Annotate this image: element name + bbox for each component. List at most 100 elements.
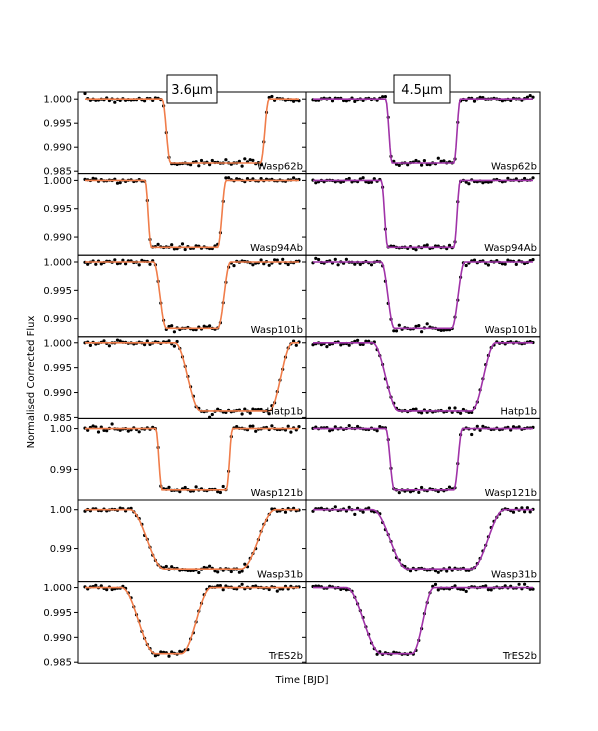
panel-TrES2b-left: 1.000 0.995 0.990 0.985 TrES2b — [43, 581, 307, 669]
model-line — [313, 427, 533, 491]
data-point — [237, 159, 241, 163]
data-point — [484, 584, 488, 588]
data-point — [118, 428, 122, 432]
data-point — [267, 412, 271, 416]
data-point — [397, 491, 401, 495]
data-point — [425, 322, 429, 326]
data-point — [259, 163, 263, 167]
header-left: 3.6μm — [171, 83, 213, 98]
data-point — [208, 324, 212, 328]
data-point — [453, 406, 457, 410]
data-point — [433, 582, 438, 587]
data-point — [347, 505, 351, 509]
data-point — [248, 424, 252, 428]
data-point — [383, 95, 387, 99]
data-point — [292, 339, 296, 343]
panel-frame — [305, 581, 541, 664]
panel-Wasp31b-left: 1.00 0.99 Wasp31b — [50, 499, 307, 583]
y-tick-label: 0.990 — [43, 143, 72, 154]
y-axis-label: Normalised Corrected Flux — [26, 316, 37, 449]
y-tick-label: 0.995 — [43, 119, 72, 130]
data-point — [531, 258, 535, 262]
data-point — [447, 243, 452, 247]
y-tick-label: 0.99 — [50, 465, 72, 476]
data-point — [270, 94, 274, 99]
data-point — [210, 158, 214, 163]
data-point — [517, 425, 521, 429]
panel-label: Wasp62b — [257, 162, 303, 173]
data-point — [167, 654, 171, 658]
data-point — [372, 177, 376, 181]
y-tick-label: 0.985 — [43, 658, 72, 669]
data-point — [486, 180, 490, 184]
y-tick-label: 0.990 — [43, 233, 72, 244]
data-point — [414, 248, 418, 252]
data-point — [102, 339, 106, 343]
model-line — [313, 261, 533, 330]
panel-label: TrES2b — [268, 651, 303, 662]
data-point — [251, 158, 255, 162]
data-point — [137, 430, 141, 434]
data-point — [167, 324, 171, 329]
data-point — [420, 163, 424, 167]
data-point — [235, 177, 239, 181]
y-tick-label: 0.985 — [43, 167, 72, 178]
y-tick-label: 0.995 — [43, 608, 72, 619]
data-point — [506, 176, 510, 180]
data-point — [442, 328, 446, 332]
data-point — [325, 345, 329, 349]
data-point — [248, 411, 252, 415]
data-point — [459, 411, 463, 415]
data-point — [353, 512, 357, 517]
data-point — [475, 424, 479, 428]
panel-Wasp94Ab-right: Wasp94Ab — [302, 173, 541, 256]
data-point — [358, 262, 362, 266]
data-point — [197, 164, 201, 168]
panel-Wasp62b-right: Wasp62b — [302, 91, 541, 175]
data-point — [523, 176, 527, 181]
data-point — [511, 425, 516, 429]
data-point — [531, 176, 535, 180]
data-point — [356, 424, 360, 429]
data-point — [275, 258, 279, 262]
data-point — [375, 652, 379, 656]
model-line — [313, 98, 533, 164]
data-point — [333, 425, 337, 429]
data-point — [414, 324, 418, 328]
data-point — [392, 159, 396, 163]
data-point — [91, 176, 95, 180]
data-point — [88, 343, 92, 347]
data-point — [520, 506, 524, 510]
y-tick-label: 1.00 — [50, 505, 72, 516]
data-point — [333, 505, 337, 509]
data-point — [96, 430, 101, 434]
data-point — [218, 584, 222, 588]
data-point — [339, 587, 343, 592]
data-point — [240, 569, 244, 573]
data-point — [528, 94, 532, 98]
data-point — [175, 339, 179, 344]
data-point — [229, 569, 233, 574]
data-point — [525, 506, 530, 510]
data-point — [159, 650, 163, 654]
data-point — [94, 425, 98, 429]
data-point — [251, 424, 255, 428]
panel-label: Wasp62b — [491, 162, 537, 173]
data-point — [275, 589, 279, 593]
data-point — [464, 589, 468, 594]
data-point — [447, 485, 452, 489]
data-point — [86, 428, 90, 432]
data-point — [235, 425, 239, 429]
data-point — [262, 262, 266, 266]
data-point — [167, 485, 171, 489]
data-point — [500, 262, 504, 266]
model-line — [85, 508, 299, 570]
data-point — [251, 407, 255, 411]
panel-Wasp121b-left: 1.00 0.99 Wasp121b — [50, 417, 307, 501]
data-point — [259, 258, 263, 262]
model-line — [85, 179, 299, 249]
data-point — [347, 343, 351, 347]
data-point — [420, 330, 424, 334]
panel-TrES2b-right: TrES2b — [302, 581, 541, 664]
